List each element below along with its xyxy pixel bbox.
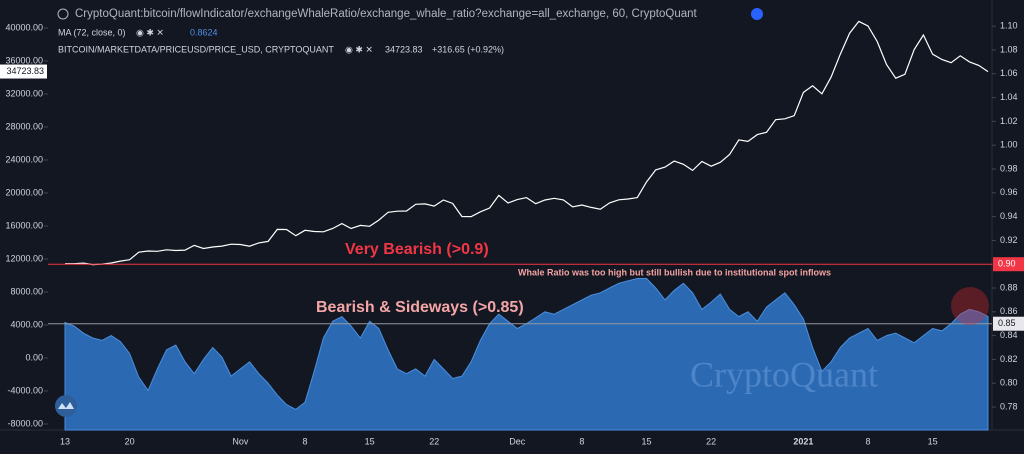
- y-tick-label: -4000.00: [7, 385, 43, 395]
- level-label: 0.85: [998, 318, 1016, 328]
- x-tick-label: 22: [706, 436, 716, 446]
- y-tick-label: 8000.00: [10, 286, 43, 296]
- price-marker-label: 34723.83: [6, 66, 44, 76]
- logo-glyph: [58, 402, 74, 409]
- y2-tick-label: 1.06: [1000, 68, 1018, 78]
- legend-value: 0.8624: [190, 27, 218, 37]
- x-tick-label: 15: [365, 436, 375, 446]
- y-tick-label: 0.00: [25, 352, 43, 362]
- price-marker-box: [0, 64, 47, 79]
- y-tick-label: 36000.00: [5, 55, 43, 65]
- legend-change: +316.65 (+0.92%): [432, 44, 504, 54]
- axis-overlay: -8000.00 -4000.00 0.00 4000.00 8000.00 12000.…: [0, 21, 1024, 446]
- y-tick-label: 12000.00: [5, 253, 43, 263]
- x-tick-label: 8: [579, 436, 584, 446]
- y2-tick-label: 1.04: [1000, 92, 1018, 102]
- level-label-box: [993, 257, 1024, 272]
- legend-icons[interactable]: ◉ ✱ ✕: [136, 27, 164, 37]
- annotation: Whale Ratio was too high but still bulli…: [518, 267, 831, 277]
- x-tick-label: 20: [125, 436, 135, 446]
- x-tick-label: 15: [928, 436, 938, 446]
- y-tick-label: 4000.00: [10, 319, 43, 329]
- highlight-circle: [951, 287, 989, 325]
- logo-icon[interactable]: [55, 395, 77, 417]
- x-tick-label: 22: [429, 436, 439, 446]
- y2-tick-label: 0.96: [1000, 187, 1018, 197]
- x-tick-label: 8: [302, 436, 307, 446]
- y2-tick-label: 0.88: [1000, 282, 1018, 292]
- legend-value: 34723.83: [385, 44, 423, 54]
- y2-tick-label: 1.00: [1000, 140, 1018, 150]
- watermark: CryptoQuant: [690, 354, 878, 394]
- ratio-area: [64, 278, 989, 431]
- plot: [48, 20, 992, 431]
- y2-tick-label: 1.10: [1000, 21, 1018, 31]
- x-tick-label: 2021: [793, 436, 813, 446]
- y2-tick-label: 0.92: [1000, 235, 1018, 245]
- y-tick-label: 28000.00: [5, 121, 43, 131]
- y-tick-label: 16000.00: [5, 220, 43, 230]
- y2-tick-label: 0.86: [1000, 306, 1018, 316]
- y2-tick-label: 0.94: [1000, 211, 1018, 221]
- annotation: Bearish & Sideways (>0.85): [316, 299, 524, 316]
- y2-tick-label: 1.08: [1000, 44, 1018, 54]
- collapse-icon[interactable]: [57, 8, 69, 20]
- x-tick-label: 15: [641, 436, 651, 446]
- legend-entry[interactable]: BITCOIN/MARKETDATA/PRICEUSD/PRICE_USD, C…: [58, 44, 334, 54]
- status-icon[interactable]: [751, 8, 763, 20]
- x-tick-label: Dec: [509, 436, 526, 446]
- y2-tick-label: 0.84: [1000, 330, 1018, 340]
- y2-tick-label: 0.80: [1000, 378, 1018, 388]
- y-tick-label: 20000.00: [5, 187, 43, 197]
- x-tick-label: 13: [60, 436, 70, 446]
- y-tick-label: 40000.00: [5, 22, 43, 32]
- chart-title: CryptoQuant:bitcoin/flowIndicator/exchan…: [75, 8, 698, 20]
- y-tick-label: -8000.00: [7, 418, 43, 428]
- y-tick-label: 32000.00: [5, 88, 43, 98]
- legend-entry[interactable]: MA (72, close, 0): [58, 27, 126, 37]
- y2-tick-label: 1.02: [1000, 116, 1018, 126]
- x-tick-label: 8: [866, 436, 871, 446]
- price-line: [65, 20, 989, 266]
- y-tick-label: 24000.00: [5, 154, 43, 164]
- level-label: 0.90: [998, 259, 1016, 269]
- legend-icons[interactable]: ◉ ✱ ✕: [345, 44, 373, 54]
- annotation: Very Bearish (>0.9): [345, 241, 489, 258]
- y2-tick-label: 0.78: [1000, 401, 1018, 411]
- level-label-box: [993, 316, 1024, 331]
- y2-tick-label: 0.82: [1000, 354, 1018, 364]
- y2-tick-label: 0.98: [1000, 163, 1018, 173]
- x-tick-label: Nov: [232, 436, 249, 446]
